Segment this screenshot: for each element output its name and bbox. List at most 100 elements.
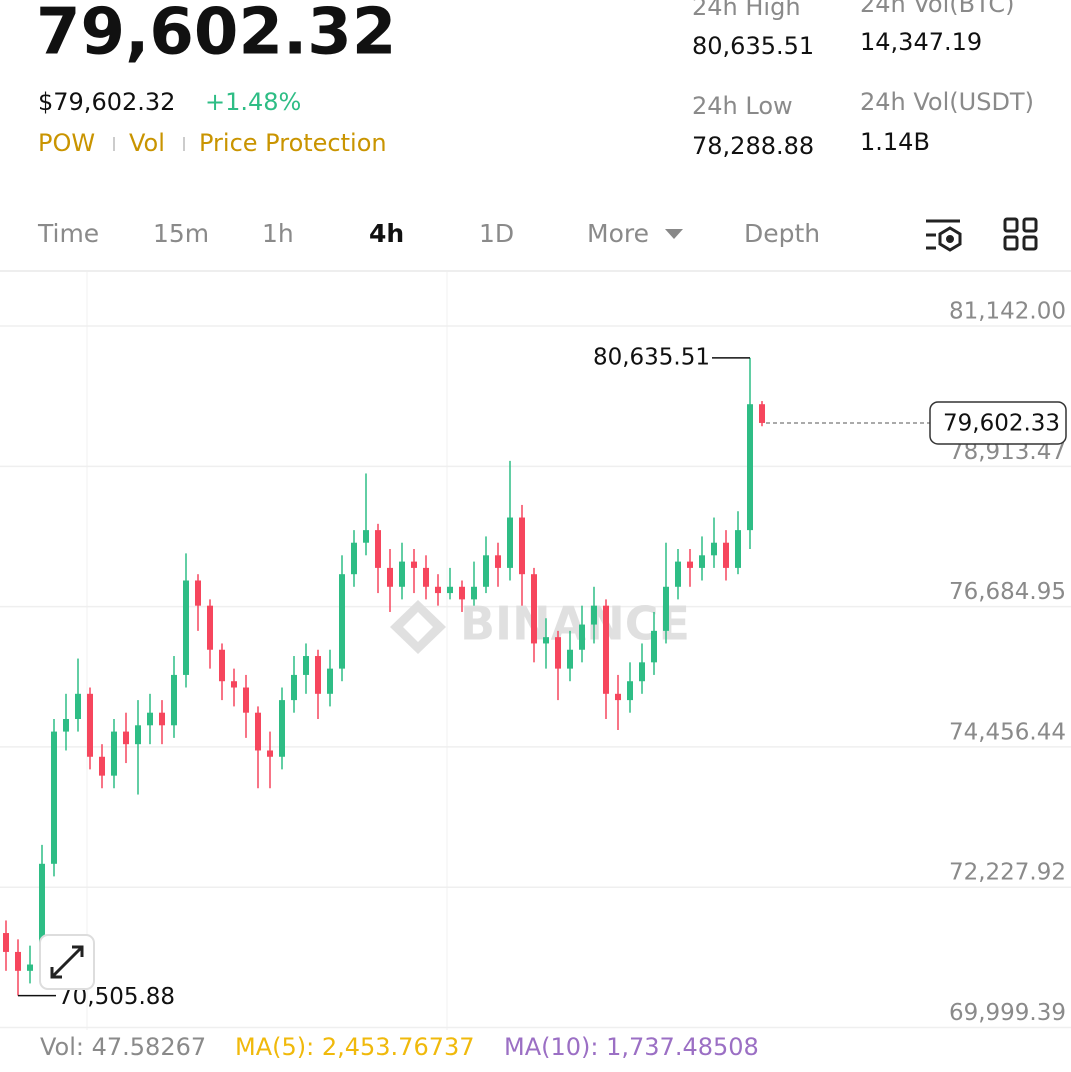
separator	[183, 137, 185, 151]
layout-icon[interactable]	[1003, 217, 1038, 251]
expand-button[interactable]	[39, 934, 95, 990]
candle-body	[243, 687, 249, 713]
candle-body	[303, 656, 309, 675]
candle-body	[615, 693, 621, 701]
candle-body	[99, 756, 105, 776]
candle-body	[27, 964, 33, 971]
candle-body	[351, 542, 357, 575]
candle-body	[423, 567, 429, 587]
candle-body	[411, 561, 417, 568]
last-price-label: 79,602.33	[943, 410, 1060, 436]
candle-body	[519, 517, 525, 575]
stat-label: 24h Low	[692, 92, 793, 120]
candle-body	[651, 630, 657, 663]
tab[interactable]: 4h	[369, 219, 404, 248]
candle-body	[327, 668, 333, 694]
candle-body	[123, 731, 129, 745]
candle-body	[279, 700, 285, 757]
candle-body	[447, 586, 453, 594]
candle-body	[543, 637, 549, 644]
candle-body	[51, 731, 57, 864]
candle-body	[627, 681, 633, 701]
high-annotation: 80,635.51	[593, 344, 710, 370]
separator	[113, 137, 115, 151]
watermark: BINANCE	[390, 597, 690, 654]
candle-body	[63, 718, 69, 732]
candle-body	[711, 542, 717, 556]
y-tick-label: 74,456.44	[949, 719, 1066, 745]
candle-body	[363, 530, 369, 543]
candle-body	[159, 712, 165, 726]
indicator-icon[interactable]	[926, 219, 962, 252]
ma5: MA(5): 2,453.76737	[235, 1033, 475, 1061]
tab[interactable]: Time	[37, 219, 99, 248]
candle-body	[147, 712, 153, 726]
candle-body	[435, 586, 441, 594]
stat-value: 1.14B	[860, 128, 930, 156]
volume: Vol: 47.58267	[40, 1033, 206, 1061]
candle-body	[183, 580, 189, 675]
candle-body	[3, 933, 9, 952]
candle-body	[531, 574, 537, 644]
last-price-tag	[929, 401, 1067, 445]
tab[interactable]: 15m	[153, 219, 209, 248]
candle-body	[39, 863, 45, 965]
tab[interactable]: More	[587, 219, 649, 248]
candle-body	[663, 586, 669, 631]
y-tick-label: 72,227.92	[949, 860, 1066, 886]
candle-body	[471, 586, 477, 600]
candle-body	[675, 561, 681, 587]
price-change: +1.48%	[205, 88, 301, 116]
y-tick-label: 81,142.00	[949, 299, 1066, 325]
candle-body	[735, 530, 741, 568]
stat-label: 24h Vol(BTC)	[860, 0, 1015, 18]
price-protection-link[interactable]: Price Protection	[199, 129, 387, 157]
candle-body	[111, 731, 117, 776]
tab[interactable]: 1h	[262, 219, 294, 248]
stat-label: 24h Vol(USDT)	[860, 88, 1034, 116]
dropdown-arrow[interactable]	[665, 229, 683, 239]
candle-body	[315, 656, 321, 694]
candle-body	[759, 404, 765, 423]
pow-link[interactable]: POW	[38, 129, 95, 157]
candle-body	[555, 637, 561, 669]
candle-body	[219, 649, 225, 682]
candle-body	[687, 561, 693, 568]
candle-body	[723, 542, 729, 568]
candle-body	[639, 662, 645, 682]
candle-body	[15, 951, 21, 971]
candle-body	[459, 586, 465, 600]
candle-body	[567, 649, 573, 669]
stat-value: 80,635.51	[692, 32, 814, 60]
fiat-price: $79,602.32	[38, 88, 175, 116]
candle-body	[171, 674, 177, 726]
ma10: MA(10): 1,737.48508	[504, 1033, 759, 1061]
stat-value: 14,347.19	[860, 28, 982, 56]
candle-body	[291, 674, 297, 701]
candle-body	[483, 555, 489, 587]
y-tick-label: 69,999.39	[949, 1000, 1066, 1026]
candle-body	[579, 624, 585, 650]
candle-body	[87, 693, 93, 757]
candle-body	[699, 555, 705, 568]
stat-value: 78,288.88	[692, 132, 814, 160]
last-price: 79,602.32	[36, 0, 396, 70]
candle-body	[207, 605, 213, 650]
candle-body	[507, 517, 513, 568]
vol-link[interactable]: Vol	[129, 129, 165, 157]
candle-body	[339, 574, 345, 669]
candle-body	[135, 725, 141, 745]
candle-body	[387, 567, 393, 587]
candle-body	[495, 555, 501, 568]
candle-body	[375, 530, 381, 568]
tab-bar: Time 15m 1h 4h 1D More Depth	[37, 219, 820, 248]
candle-body	[591, 605, 597, 625]
tab[interactable]: 1D	[479, 219, 514, 248]
candle-body	[267, 750, 273, 757]
candle-body	[255, 712, 261, 751]
stat-label: 24h High	[692, 0, 801, 21]
candle-body	[399, 561, 405, 587]
tab[interactable]: Depth	[744, 219, 820, 248]
